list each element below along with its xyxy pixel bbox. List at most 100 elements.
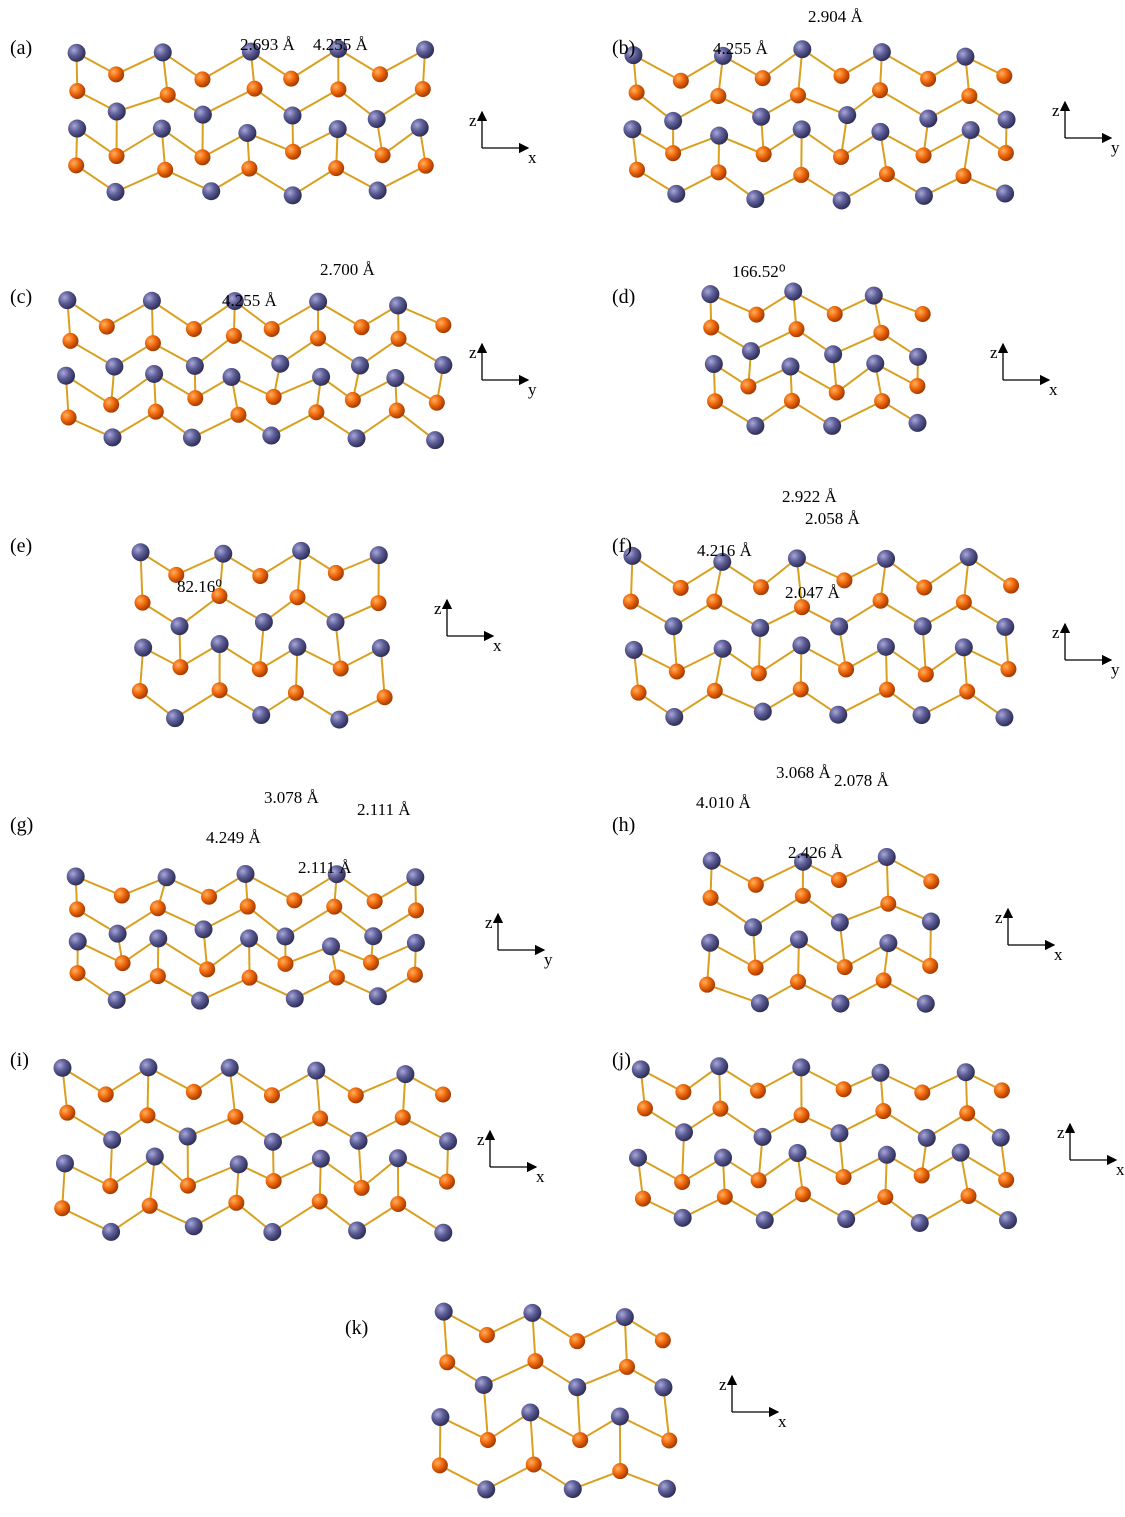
measurement: 2.111 Å	[298, 858, 352, 877]
atom	[406, 868, 424, 886]
atom	[631, 685, 647, 701]
atom	[102, 1178, 118, 1194]
atom	[793, 120, 811, 138]
atom	[185, 1217, 203, 1235]
atom	[289, 589, 305, 605]
atom	[368, 110, 386, 128]
atom	[707, 683, 723, 699]
atom	[836, 1169, 852, 1185]
atom	[790, 87, 806, 103]
atom	[751, 619, 769, 637]
atom	[416, 41, 434, 59]
atom	[752, 108, 770, 126]
atom	[105, 358, 123, 376]
atom	[526, 1457, 542, 1473]
atom	[106, 183, 124, 201]
atom	[221, 1059, 239, 1077]
atom	[426, 431, 444, 449]
atom	[61, 410, 77, 426]
atom	[364, 927, 382, 945]
atom	[611, 1407, 629, 1425]
atom	[377, 689, 393, 705]
atom	[58, 291, 76, 309]
atom	[194, 149, 210, 165]
atom	[794, 1107, 810, 1123]
atom	[271, 355, 289, 373]
axis-label: x	[528, 148, 537, 167]
atom	[995, 708, 1013, 726]
atom	[389, 1149, 407, 1167]
atom	[348, 1221, 366, 1239]
atom	[475, 1376, 493, 1394]
atom	[172, 659, 188, 675]
atom	[354, 319, 370, 335]
atom	[782, 358, 800, 376]
atom	[407, 934, 425, 952]
atom	[241, 161, 257, 177]
atom	[629, 85, 645, 101]
atom	[521, 1403, 539, 1421]
atom	[103, 428, 121, 446]
atom	[962, 121, 980, 139]
atom	[109, 925, 127, 943]
atom	[227, 1109, 243, 1125]
atom	[996, 618, 1014, 636]
atom	[673, 73, 689, 89]
atom	[390, 1196, 406, 1212]
atom	[756, 146, 772, 162]
panel-label: (e)	[10, 535, 32, 557]
measurement: 2.700 Å	[320, 260, 376, 279]
atom	[838, 661, 854, 677]
atom	[434, 1224, 452, 1242]
atom	[710, 88, 726, 104]
atom	[150, 968, 166, 984]
atom	[836, 1081, 852, 1097]
atom	[134, 639, 152, 657]
atom	[751, 665, 767, 681]
atom	[187, 390, 203, 406]
atom	[186, 357, 204, 375]
atom	[226, 328, 242, 344]
atom	[710, 127, 728, 145]
atom	[143, 292, 161, 310]
atom	[788, 321, 804, 337]
atom	[286, 892, 302, 908]
atom	[879, 934, 897, 952]
atom	[916, 147, 932, 163]
atom	[252, 568, 268, 584]
measurement: 3.068 Å	[776, 763, 832, 782]
atom	[749, 307, 765, 323]
axis-label: z	[1057, 1123, 1065, 1142]
atom	[880, 896, 896, 912]
atom	[266, 1173, 282, 1189]
atom	[312, 1150, 330, 1168]
measurement: 2.922 Å	[782, 487, 838, 506]
atom	[714, 1149, 732, 1167]
atom	[665, 145, 681, 161]
atom	[418, 158, 434, 174]
axis-label: z	[469, 111, 477, 130]
atom	[669, 664, 685, 680]
atom	[1000, 661, 1016, 677]
atom	[569, 1333, 585, 1349]
atom	[914, 1084, 930, 1100]
atom	[998, 145, 1014, 161]
atom	[327, 613, 345, 631]
panel-label: (h)	[612, 814, 635, 836]
atom	[793, 681, 809, 697]
atom	[285, 144, 301, 160]
atom	[837, 1210, 855, 1228]
atom	[703, 890, 719, 906]
atom	[211, 635, 229, 653]
atom	[158, 868, 176, 886]
axis-label: x	[493, 636, 502, 655]
panel: (h)3.068 Å2.078 Å4.010 Å2.426 Åzx	[612, 763, 1063, 1013]
atom	[108, 66, 124, 82]
atom	[310, 330, 326, 346]
atom	[674, 1174, 690, 1190]
atom	[909, 348, 927, 366]
atom	[831, 872, 847, 888]
atom	[57, 367, 75, 385]
atom	[242, 970, 258, 986]
panel: (e)82.16⁰zx	[10, 535, 502, 729]
